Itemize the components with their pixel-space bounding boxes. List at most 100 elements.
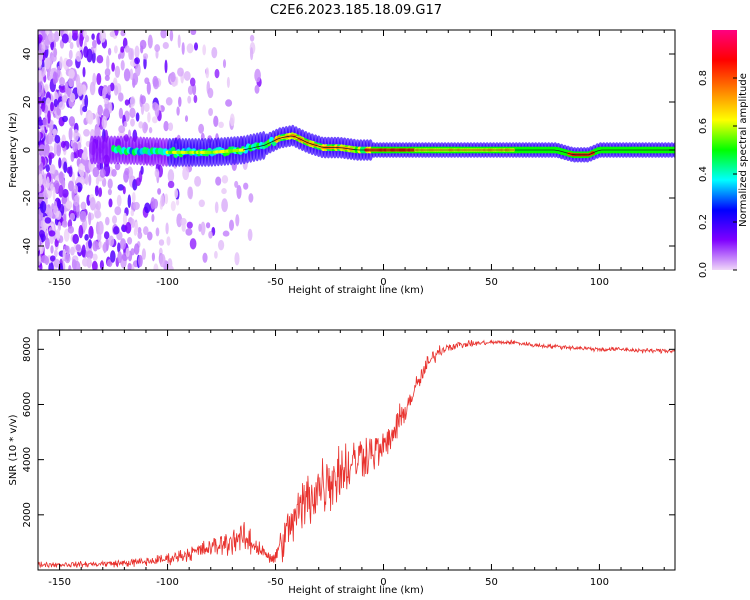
spectrogram-cell	[104, 74, 110, 82]
spectrogram-cell	[234, 252, 240, 266]
spectrogram-cell	[123, 170, 129, 183]
spectrogram-cell	[107, 47, 112, 56]
spectrogram-cell	[38, 253, 42, 266]
spectrogram-cell	[229, 219, 234, 231]
spectrogram-cell	[215, 176, 222, 186]
spectrogram-cell	[109, 82, 115, 92]
spectrogram-cell	[152, 75, 159, 87]
spectrogram-cell	[170, 200, 176, 212]
spectrogram-cell	[38, 229, 45, 239]
spectrogram-ticks: -150 -100 -50 0 50 100 -40 -20 0 20 40	[22, 30, 675, 288]
spectrogram-cell	[129, 107, 136, 119]
spectrogram-cell	[127, 236, 133, 245]
figure-title: C2E6.2023.185.18.09.G17	[270, 3, 442, 18]
spectrogram-cell	[164, 193, 169, 205]
spectrogram-cell	[53, 98, 59, 108]
spectrogram-cell	[53, 200, 58, 214]
spectrogram-cell	[125, 247, 130, 258]
spectrogram-cell	[127, 194, 132, 208]
spectrogram-cell	[102, 88, 107, 100]
spectrogram-cell	[190, 30, 197, 36]
spectrogram-cell	[72, 30, 78, 39]
spectrogram-cell	[44, 83, 49, 93]
spectrogram-cell	[38, 239, 41, 252]
spectrogram-cell	[49, 124, 53, 136]
spectrogram-cell	[142, 53, 149, 60]
spectrogram-cell	[50, 101, 54, 112]
spectrogram-cell	[38, 130, 41, 142]
spectrogram-cell	[103, 97, 110, 105]
spectrogram-cell	[147, 231, 153, 241]
spectrogram-cell	[123, 68, 131, 82]
spectrogram-cell	[140, 45, 144, 54]
spectrogram-cell	[112, 226, 120, 235]
spectrogram-cell	[54, 249, 58, 258]
spectrogram-cell	[159, 253, 166, 268]
spectrogram-cell	[39, 200, 47, 214]
spectrogram-cell	[96, 72, 102, 86]
spectrogram-cell	[53, 258, 60, 268]
snr-ylabel: SNR (10 * v/v)	[8, 414, 19, 485]
colorbar-label: Normalized spectral amplitude	[738, 73, 749, 227]
spectrogram-cell	[87, 111, 94, 125]
spectrogram-cell	[38, 96, 42, 105]
spectrogram-cell	[146, 81, 151, 95]
spectrogram-cell	[167, 180, 175, 189]
spectrogram-cell	[52, 71, 58, 85]
spectrogram-cell	[183, 70, 191, 81]
spectrogram-cell	[229, 113, 235, 127]
spectrogram-cell	[222, 230, 230, 237]
spectrogram-cell	[49, 255, 56, 262]
spectrogram-xtick-label: -50	[267, 277, 283, 288]
spectrogram-cell	[58, 184, 64, 198]
spectrogram-cell	[142, 121, 148, 134]
spectrogram-cell	[38, 104, 42, 118]
snr-xtick-label: -150	[48, 577, 71, 588]
spectrogram-cell	[59, 56, 63, 70]
spectrogram-cell	[83, 46, 89, 58]
spectrogram-cell	[77, 141, 82, 150]
spectrogram-cell	[50, 245, 54, 254]
spectrogram-cell	[154, 168, 160, 178]
spectrogram-cell	[125, 221, 132, 234]
spectrogram-cell	[134, 45, 140, 59]
spectrogram-cell	[108, 198, 113, 208]
spectrogram-cell	[187, 186, 193, 199]
snr-xtick-label: -100	[156, 577, 179, 588]
spectrogram-cell	[48, 32, 56, 43]
spectrogram-cell	[54, 238, 59, 248]
spectrogram-cell	[92, 166, 100, 178]
spectrogram-cell	[226, 76, 230, 88]
spectrogram-cell	[83, 129, 90, 137]
spectrogram-cell	[174, 188, 179, 199]
spectrogram-cell	[117, 250, 123, 264]
spectrogram-cell	[122, 212, 128, 226]
spectrogram-cell	[186, 221, 193, 229]
spectrogram-cell	[194, 175, 202, 187]
spectrogram-cell	[249, 47, 254, 61]
spectrogram-cell	[48, 230, 56, 237]
spectrogram-cell	[43, 189, 48, 201]
spectrogram-cell	[53, 142, 57, 156]
spectrogram-cell	[91, 33, 95, 41]
spectrogram-cell	[107, 188, 112, 196]
spectrogram-cell	[89, 196, 96, 211]
spectrogram-cell	[213, 115, 219, 127]
spectrogram-cell	[41, 43, 46, 53]
spectrogram-cell	[65, 200, 73, 209]
spectrogram-cell	[59, 86, 67, 93]
spectrogram-cell	[147, 34, 153, 49]
spectrogram-cell	[58, 101, 66, 110]
spectrogram-cell	[155, 227, 160, 237]
spectrogram-ylabel: Frequency (Hz)	[8, 112, 19, 188]
snr-ytick-label: 2000	[22, 502, 33, 527]
spectrogram-cell	[52, 128, 58, 136]
spectrogram-cell	[57, 198, 61, 209]
spectrogram-cell	[44, 57, 51, 70]
spectrogram-cell	[151, 116, 158, 124]
colorbar: 0.0 0.2 0.4 0.6 0.8 Normalized spectral ampl…	[698, 30, 749, 278]
spectrogram-cell	[103, 241, 107, 254]
spectrogram-cell	[189, 238, 197, 250]
spectrogram-cell	[72, 233, 79, 245]
spectrogram-cell	[84, 94, 89, 109]
